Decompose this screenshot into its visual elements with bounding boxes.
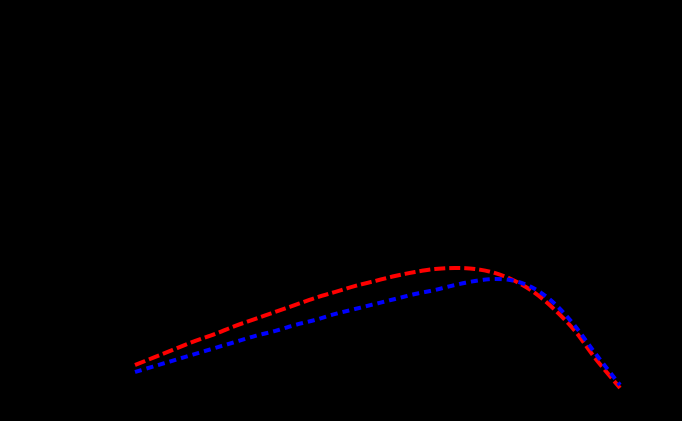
series-group [134,266,622,390]
series-line-red [134,266,622,390]
series-line-blue [134,277,622,387]
